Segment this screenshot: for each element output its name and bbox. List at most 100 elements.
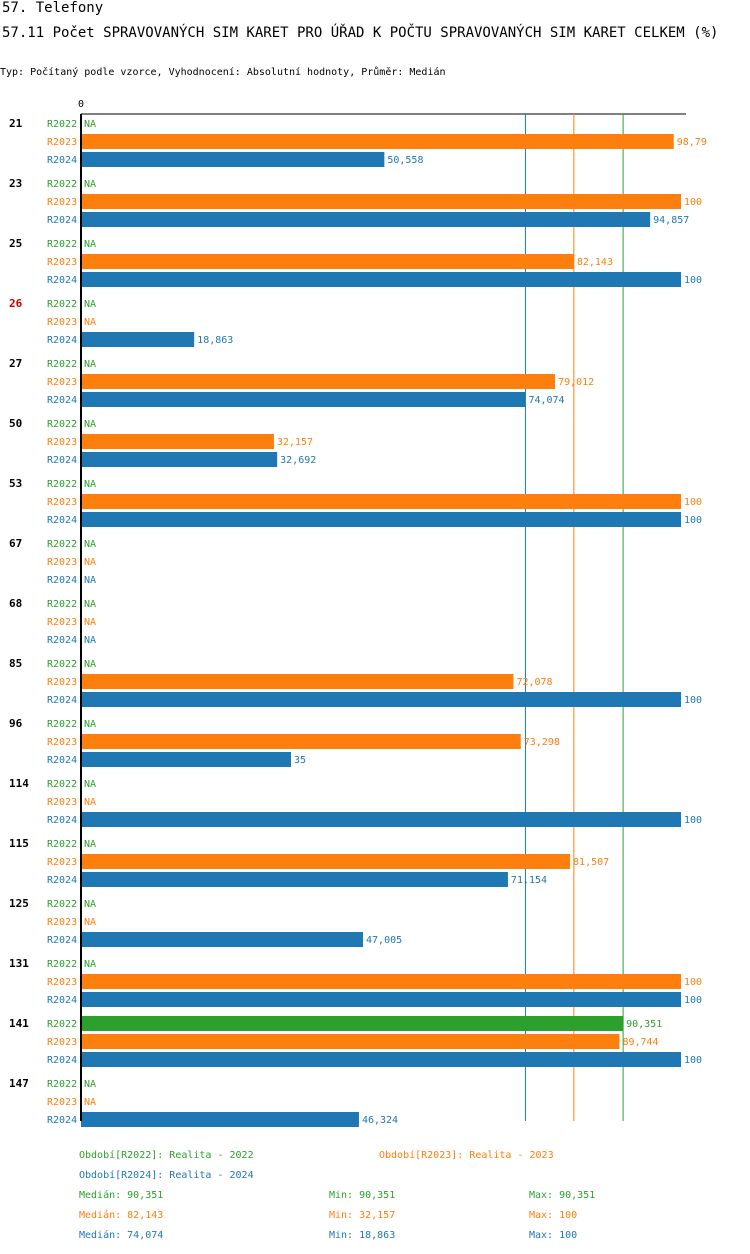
- na-label: NA: [84, 359, 96, 370]
- bar-r2023: [81, 134, 674, 149]
- series-label-r2022: R2022: [47, 1079, 77, 1090]
- bar-value-label: 100: [684, 995, 702, 1006]
- bar-r2024: [81, 932, 364, 947]
- series-label-r2023: R2023: [47, 617, 77, 628]
- series-label-r2024: R2024: [47, 575, 77, 586]
- na-label: NA: [84, 299, 96, 310]
- bar-r2024: [81, 992, 681, 1007]
- bar-value-label: 74,074: [528, 395, 564, 406]
- bar-r2023: [81, 374, 556, 389]
- series-label-r2023: R2023: [47, 857, 77, 868]
- na-label: NA: [84, 179, 96, 190]
- series-label-r2023: R2023: [47, 557, 77, 568]
- series-label-r2022: R2022: [47, 599, 77, 610]
- na-label: NA: [84, 839, 96, 850]
- na-label: NA: [84, 617, 96, 628]
- series-label-r2023: R2023: [47, 257, 77, 268]
- legend-period-r2023: Období[R2023]: Realita - 2023: [379, 1150, 554, 1161]
- stat-median-r2024: Medián: 74,074: [79, 1230, 164, 1241]
- na-label: NA: [84, 797, 96, 808]
- bar-chart: 0 21 R2022 NA R2023 98,79 R2024 50,558 23 R2022 NA…: [9, 99, 707, 1127]
- bar-r2024: [81, 872, 508, 887]
- na-label: NA: [84, 959, 96, 970]
- series-label-r2024: R2024: [47, 875, 77, 886]
- na-label: NA: [84, 635, 96, 646]
- na-label: NA: [84, 719, 96, 730]
- bar-value-label: 82,143: [577, 257, 613, 268]
- bar-value-label: 50,558: [387, 155, 423, 166]
- bar-value-label: 47,005: [366, 935, 402, 946]
- bar-r2023: [81, 734, 521, 749]
- group-label: 50: [9, 417, 22, 430]
- series-label-r2023: R2023: [47, 137, 77, 148]
- series-label-r2023: R2023: [47, 377, 77, 388]
- series-label-r2022: R2022: [47, 839, 77, 850]
- series-label-r2023: R2023: [47, 197, 77, 208]
- series-label-r2024: R2024: [47, 635, 77, 646]
- bar-value-label: 71,154: [511, 875, 547, 886]
- series-label-r2024: R2024: [47, 335, 77, 346]
- bar-r2024: [81, 392, 526, 407]
- na-label: NA: [84, 899, 96, 910]
- bar-r2023: [81, 434, 274, 449]
- bar-value-label: 100: [684, 497, 702, 508]
- series-label-r2023: R2023: [47, 737, 77, 748]
- group-label: 53: [9, 477, 22, 490]
- legend-period-r2024: Období[R2024]: Realita - 2024: [79, 1170, 254, 1181]
- series-label-r2022: R2022: [47, 1019, 77, 1030]
- bar-value-label: 100: [684, 515, 702, 526]
- group-label: 23: [9, 177, 22, 190]
- series-label-r2023: R2023: [47, 677, 77, 688]
- chart-meta: Typ: Počítaný podle vzorce, Vyhodnocení:…: [0, 67, 446, 78]
- series-label-r2024: R2024: [47, 815, 77, 826]
- series-label-r2024: R2024: [47, 275, 77, 286]
- bar-value-label: 79,012: [558, 377, 594, 388]
- bar-value-label: 90,351: [626, 1019, 662, 1030]
- series-label-r2024: R2024: [47, 515, 77, 526]
- bar-r2024: [81, 812, 681, 827]
- bar-value-label: 100: [684, 275, 702, 286]
- series-label-r2022: R2022: [47, 959, 77, 970]
- series-label-r2024: R2024: [47, 215, 77, 226]
- stat-max-r2022: Max: 90,351: [529, 1190, 596, 1201]
- series-label-r2023: R2023: [47, 917, 77, 928]
- series-label-r2024: R2024: [47, 935, 77, 946]
- na-label: NA: [84, 659, 96, 670]
- group-label: 67: [9, 537, 22, 550]
- group-label: 96: [9, 717, 23, 730]
- stat-max-r2024: Max: 100: [529, 1230, 578, 1241]
- series-label-r2023: R2023: [47, 317, 77, 328]
- bar-r2023: [81, 854, 571, 869]
- series-label-r2022: R2022: [47, 899, 77, 910]
- series-label-r2023: R2023: [47, 977, 77, 988]
- series-label-r2022: R2022: [47, 659, 77, 670]
- bar-value-label: 100: [684, 695, 702, 706]
- bar-r2024: [81, 752, 291, 767]
- stat-min-r2022: Min: 90,351: [329, 1190, 396, 1201]
- bar-value-label: 100: [684, 977, 702, 988]
- bar-value-label: 46,324: [362, 1115, 398, 1126]
- series-label-r2022: R2022: [47, 359, 77, 370]
- series-label-r2023: R2023: [47, 497, 77, 508]
- legend-period-r2022: Období[R2022]: Realita - 2022: [79, 1150, 254, 1161]
- bar-r2023: [81, 254, 574, 269]
- na-label: NA: [84, 557, 96, 568]
- series-label-r2024: R2024: [47, 995, 77, 1006]
- na-label: NA: [84, 1097, 96, 1108]
- na-label: NA: [84, 239, 96, 250]
- bar-value-label: 100: [684, 197, 702, 208]
- series-label-r2022: R2022: [47, 179, 77, 190]
- na-label: NA: [84, 317, 96, 328]
- bar-r2023: [81, 1034, 620, 1049]
- na-label: NA: [84, 779, 96, 790]
- group-label: 26: [9, 297, 23, 310]
- na-label: NA: [84, 539, 96, 550]
- series-label-r2023: R2023: [47, 437, 77, 448]
- group-label: 85: [9, 657, 22, 670]
- na-label: NA: [84, 479, 96, 490]
- axis-zero-label: 0: [78, 99, 84, 110]
- chart-subtitle: 57.11 Počet SPRAVOVANÝCH SIM KARET PRO Ú…: [2, 25, 719, 41]
- bar-r2024: [81, 212, 651, 227]
- series-label-r2022: R2022: [47, 539, 77, 550]
- chart-title: 57. Telefony: [2, 0, 104, 16]
